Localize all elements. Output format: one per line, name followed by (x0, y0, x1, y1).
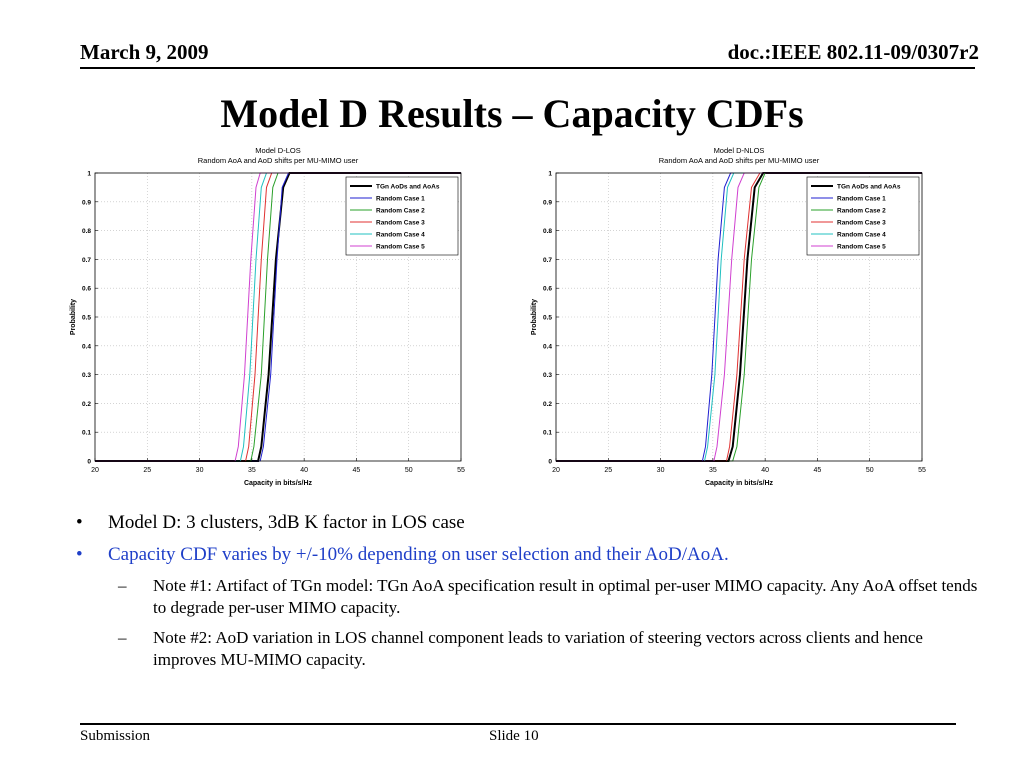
los-legend-label: Random Case 5 (376, 244, 425, 251)
footer-submission: Submission (80, 728, 151, 744)
nlos-xtick-label: 55 (918, 467, 926, 474)
nlos-xtick-label: 35 (709, 467, 717, 474)
subbullet-item: – Note #2: AoD variation in LOS channel … (118, 627, 986, 671)
los-xtick-label: 30 (196, 467, 204, 474)
bullet-text-capacity: Capacity CDF varies by +/-10% depending … (108, 544, 729, 565)
nlos-series-random-case-1 (556, 172, 922, 462)
nlos-ytick-label: 0.9 (543, 199, 552, 206)
nlos-xtick-label: 20 (552, 467, 560, 474)
los-series-tgn (95, 172, 461, 462)
los-legend-label: Random Case 1 (376, 196, 425, 203)
nlos-ytick-label: 0.1 (543, 430, 552, 437)
los-xtick-label: 25 (143, 467, 151, 474)
los-ytick-label: 0.5 (82, 315, 91, 322)
nlos-ytick-label: 0.7 (543, 257, 552, 264)
nlos-subtitle: Random AoA and AoD shifts per MU-MIMO us… (659, 156, 820, 165)
nlos-series-random-case-5 (556, 172, 922, 462)
nlos-axes-frame (555, 172, 923, 462)
nlos-series-random-case-3 (556, 172, 922, 462)
nlos-legend-label: Random Case 3 (837, 220, 886, 227)
nlos-y-axis-label: Probability (531, 299, 538, 335)
los-xtick-label: 40 (300, 467, 308, 474)
footer-divider (80, 723, 956, 725)
nlos-ytick-label: 0.8 (543, 228, 552, 235)
los-ytick-label: 0.7 (82, 257, 91, 264)
los-subtitle: Random AoA and AoD shifts per MU-MIMO us… (198, 156, 359, 165)
subbullet-text-note1: Note #1: Artifact of TGn model: TGn AoA … (153, 576, 978, 617)
nlos-legend-label: Random Case 5 (837, 244, 886, 251)
los-legend-label: Random Case 3 (376, 220, 425, 227)
subbullet-marker: – (118, 576, 127, 595)
los-ytick-label: 1 (87, 171, 91, 178)
los-ytick-label: 0.3 (82, 372, 91, 379)
los-series-random-case-5 (95, 172, 461, 462)
nlos-xtick-label: 45 (814, 467, 822, 474)
nlos-ytick-label: 0 (548, 459, 552, 466)
nlos-ytick-label: 0.5 (543, 315, 552, 322)
nlos-series-random-case-4 (556, 172, 922, 462)
los-xtick-label: 45 (353, 467, 361, 474)
bullet-text-model: Model D: 3 clusters, 3dB K factor in LOS… (108, 512, 465, 533)
los-legend: TGn AoDs and AoAs Random Case 1 Random Cas… (345, 176, 459, 256)
los-x-axis-label: Capacity in bits/s/Hz (244, 480, 313, 487)
los-xtick-label: 50 (405, 467, 413, 474)
header-divider (80, 67, 975, 69)
header-date: March 9, 2009 (80, 40, 209, 64)
nlos-ytick-label: 0.3 (543, 372, 552, 379)
subbullet-item: – Note #1: Artifact of TGn model: TGn Ao… (118, 575, 986, 619)
nlos-ytick-label: 0.2 (543, 401, 552, 408)
bullet-list: • Model D: 3 clusters, 3dB K factor in L… (76, 511, 986, 679)
bullet-item: • Model D: 3 clusters, 3dB K factor in L… (76, 511, 986, 535)
los-ytick-label: 0.1 (82, 430, 91, 437)
header-doc-id: doc.:IEEE 802.11-09/0307r2 (727, 40, 979, 64)
los-xtick-label: 55 (457, 467, 465, 474)
nlos-xtick-label: 25 (604, 467, 612, 474)
nlos-legend-box (806, 176, 920, 256)
nlos-legend-label: Random Case 4 (837, 232, 886, 239)
los-legend-label: Random Case 2 (376, 208, 425, 215)
bullet-marker: • (76, 544, 83, 565)
los-series-random-case-2 (95, 172, 461, 462)
nlos-legend-label: TGn AoDs and AoAs (837, 184, 901, 191)
slide-title: Model D Results – Capacity CDFs (220, 91, 804, 136)
los-legend-label: Random Case 4 (376, 232, 425, 239)
footer-slide-number: Slide 10 (489, 728, 539, 744)
bullet-item: • Capacity CDF varies by +/-10% dependin… (76, 543, 986, 567)
nlos-series-tgn (556, 172, 922, 462)
bullet-marker: • (76, 512, 83, 533)
los-series-random-case-3 (95, 172, 461, 462)
los-legend-label: TGn AoDs and AoAs (376, 184, 440, 191)
los-axes-frame (94, 172, 462, 462)
los-xtick-label: 20 (91, 467, 99, 474)
los-xtick-label: 35 (248, 467, 256, 474)
nlos-ytick-label: 0.4 (543, 343, 552, 350)
nlos-xtick-label: 50 (866, 467, 874, 474)
los-y-axis-label: Probability (70, 299, 77, 335)
los-ytick-label: 0.9 (82, 199, 91, 206)
los-ytick-label: 0.4 (82, 343, 91, 350)
los-legend-box (345, 176, 459, 256)
nlos-legend: TGn AoDs and AoAs Random Case 1 Random Cas… (806, 176, 920, 256)
los-series-random-case-4 (95, 172, 461, 462)
los-ytick-label: 0.2 (82, 401, 91, 408)
nlos-ytick-label: 0.6 (543, 286, 552, 293)
nlos-series-random-case-2 (556, 172, 922, 462)
los-series-random-case-1 (95, 172, 461, 462)
subbullet-text-note2: Note #2: AoD variation in LOS channel co… (153, 628, 923, 669)
subbullet-marker: – (118, 628, 127, 647)
nlos-xtick-label: 30 (657, 467, 665, 474)
nlos-ytick-label: 1 (548, 171, 552, 178)
nlos-legend-label: Random Case 1 (837, 196, 886, 203)
los-title: Model D-LOS (255, 146, 300, 155)
nlos-xtick-label: 40 (761, 467, 769, 474)
los-ytick-label: 0.8 (82, 228, 91, 235)
nlos-x-axis-label: Capacity in bits/s/Hz (705, 480, 774, 487)
nlos-legend-label: Random Case 2 (837, 208, 886, 215)
los-ytick-label: 0 (87, 459, 91, 466)
los-ytick-label: 0.6 (82, 286, 91, 293)
nlos-title: Model D-NLOS (714, 146, 765, 155)
